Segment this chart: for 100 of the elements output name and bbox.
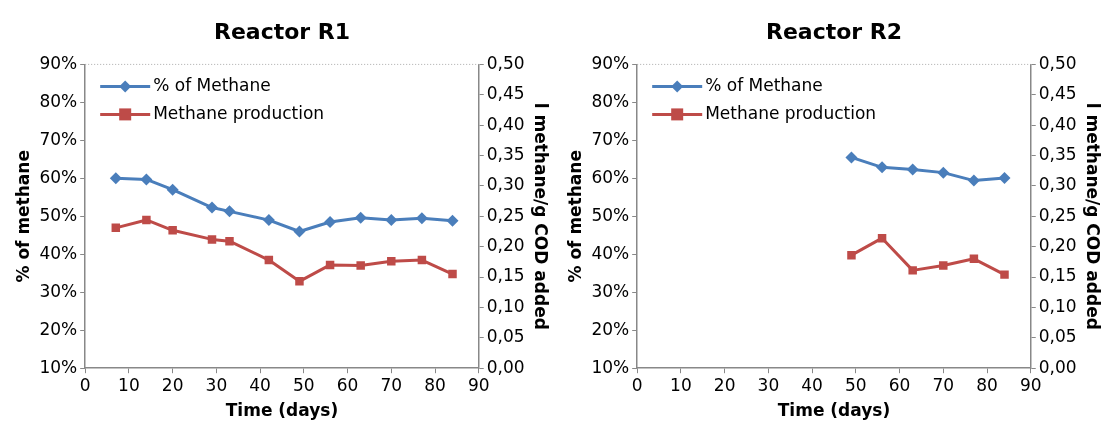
x-tick-label: 90	[1019, 374, 1042, 395]
y2-tick-label: 0,05	[1038, 326, 1077, 347]
point	[876, 161, 889, 174]
y2-tick-label: 0,00	[486, 356, 525, 377]
y-axis-title: % of methane	[564, 150, 585, 283]
y2-tick-label: 0,25	[486, 204, 525, 225]
y-tick-label: 80%	[591, 90, 630, 111]
y-tick-label: 70%	[591, 128, 630, 149]
point	[293, 225, 306, 238]
x-tick-label: 60	[336, 374, 359, 395]
y-tick-label: 80%	[39, 90, 78, 111]
point	[223, 205, 236, 218]
y2-tick-label: 0,10	[1038, 295, 1077, 316]
y2-tick-label: 0,00	[1038, 356, 1077, 377]
y-tick-label: 10%	[39, 356, 78, 377]
y-tick-label: 60%	[39, 166, 78, 187]
y2-tick-label: 0,50	[1038, 52, 1077, 73]
chart-title: Reactor R1	[213, 18, 351, 44]
x-tick-label: 40	[801, 374, 823, 395]
point	[354, 211, 367, 224]
y-tick-label: 20%	[39, 318, 78, 339]
y2-tick-label: 0,40	[1038, 113, 1077, 134]
point	[206, 201, 218, 214]
y-tick-label: 20%	[591, 318, 630, 339]
x-tick-label: 70	[932, 374, 955, 395]
point	[448, 269, 457, 279]
x-tick-label: 80	[976, 374, 998, 395]
y-axis-title: % of methane	[12, 150, 33, 283]
point	[847, 250, 856, 260]
y2-tick-label: 0,20	[1038, 235, 1077, 256]
point	[262, 214, 275, 227]
y2-axis-title: l methane/g COD added	[531, 102, 552, 330]
point	[1000, 270, 1009, 279]
x-tick-label: 80	[424, 374, 446, 395]
x-tick-label: 30	[205, 374, 228, 395]
y2-tick-label: 0,10	[486, 295, 525, 316]
point	[140, 173, 153, 186]
legend-label: Methane production	[705, 102, 877, 123]
point	[142, 215, 151, 225]
point	[937, 166, 950, 179]
y-tick-label: 70%	[39, 128, 78, 149]
y2-tick-label: 0,25	[1038, 204, 1077, 225]
y-tick-label: 30%	[591, 280, 630, 301]
point	[295, 277, 304, 286]
y2-tick-label: 0,35	[486, 143, 525, 164]
x-tick-label: 30	[757, 374, 780, 395]
x-tick-label: 50	[845, 374, 867, 395]
point	[168, 226, 177, 235]
x-tick-label: 10	[670, 374, 692, 395]
y2-tick-label: 0,40	[486, 113, 525, 134]
y2-tick-label: 0,30	[486, 174, 525, 195]
y2-tick-label: 0,20	[486, 235, 525, 256]
point	[385, 214, 398, 227]
x-tick-label: 60	[888, 374, 911, 395]
y2-tick-label: 0,45	[486, 83, 525, 104]
point	[939, 261, 948, 270]
x-tick-label: 0	[631, 374, 643, 395]
point	[324, 216, 337, 228]
point	[446, 214, 459, 227]
y-tick-label: 40%	[591, 242, 630, 263]
y-tick-label: 90%	[39, 52, 78, 73]
point	[225, 236, 234, 246]
x-axis-title: Time (days)	[225, 400, 339, 421]
y-tick-label: 90%	[591, 52, 630, 73]
point	[166, 183, 179, 196]
y-tick-label: 60%	[591, 166, 630, 187]
point	[109, 172, 122, 185]
y2-axis-title: l methane/g COD added	[1083, 102, 1104, 330]
y-tick-label: 50%	[39, 204, 78, 225]
y-tick-label: 50%	[591, 204, 630, 225]
y-tick-label: 40%	[39, 242, 78, 263]
x-tick-label: 20	[161, 374, 184, 395]
x-tick-label: 0	[79, 374, 91, 395]
y2-tick-label: 0,30	[1038, 174, 1077, 195]
x-axis-title: Time (days)	[777, 400, 891, 421]
point	[906, 163, 919, 176]
point	[207, 235, 217, 244]
legend-label: Methane production	[153, 102, 325, 123]
x-tick-label: 10	[118, 374, 140, 395]
y2-tick-label: 0,15	[486, 265, 525, 286]
y2-tick-label: 0,35	[1038, 143, 1077, 164]
point	[967, 174, 980, 187]
y-tick-label: 10%	[591, 356, 630, 377]
x-tick-label: 70	[380, 374, 403, 395]
chart-title: Reactor R2	[765, 18, 903, 44]
x-tick-label: 40	[249, 374, 271, 395]
x-tick-label: 50	[293, 374, 315, 395]
y2-tick-label: 0,45	[1038, 83, 1077, 104]
point	[908, 266, 917, 275]
x-tick-label: 20	[713, 374, 736, 395]
y2-tick-label: 0,15	[1038, 265, 1077, 286]
point	[998, 171, 1011, 184]
point	[356, 261, 365, 270]
y2-tick-label: 0,50	[486, 52, 525, 73]
legend-label: % of Methane	[153, 74, 271, 95]
y-tick-label: 30%	[39, 280, 78, 301]
point	[845, 151, 858, 164]
legend-label: % of Methane	[705, 74, 823, 95]
x-tick-label: 90	[467, 374, 490, 395]
point	[387, 257, 396, 266]
